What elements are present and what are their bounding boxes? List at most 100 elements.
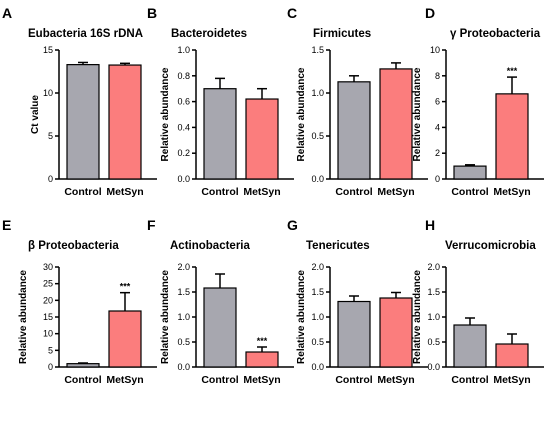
x-tick-label: Control [451, 186, 488, 198]
panel-letter: A [2, 5, 12, 21]
significance-label: *** [507, 66, 518, 76]
chart-panel-b: B Bacteroidetes Relative abundance 0.0 0.2 0.… [147, 5, 294, 198]
y-axis-label: Relative abundance [412, 270, 423, 364]
x-tick-label: MetSyn [243, 374, 280, 386]
x-tick-label: Control [335, 186, 372, 198]
y-tick-label: 1.0 [177, 312, 190, 322]
panel-letter: E [2, 217, 11, 233]
x-tick-label: MetSyn [493, 186, 530, 198]
panel-letter: H [425, 217, 435, 233]
bar-metsyn [245, 351, 279, 368]
bar-control [337, 300, 371, 368]
y-tick-label: 1.0 [311, 312, 324, 322]
chart-panel-h: H Verrucomicrobia Relative abundance 0.0 0.5… [412, 217, 544, 386]
x-tick-label: Control [335, 374, 372, 386]
chart-panel-g: G Tenericutes Relative abundance 0.0 0.5 1.0 1… [287, 217, 428, 386]
panel-title: Firmicutes [313, 28, 371, 40]
panel-letter: F [147, 217, 156, 233]
bar-metsyn [379, 297, 413, 368]
y-tick-label: 0.5 [311, 337, 324, 347]
panel-title: Eubacteria 16S rDNA [28, 28, 143, 40]
bar-control [66, 363, 100, 368]
panel-letter: B [147, 5, 157, 21]
x-tick-label: Control [451, 374, 488, 386]
y-tick-label: 0.0 [311, 362, 324, 372]
y-tick-label: 1.5 [311, 287, 324, 297]
bar-metsyn [495, 343, 529, 368]
x-tick-label: Control [64, 374, 101, 386]
y-tick-label: 0.0 [177, 174, 190, 184]
bar-control [203, 88, 237, 180]
x-tick-label: MetSyn [106, 186, 143, 198]
y-tick-label: 0.5 [427, 337, 440, 347]
y-tick-label: 0.5 [177, 337, 190, 347]
y-tick-label: 0.2 [177, 148, 190, 158]
y-tick-label: 8 [435, 71, 440, 81]
y-tick-label: 2.0 [177, 262, 190, 272]
panel-title: β Proteobacteria [28, 240, 119, 252]
y-tick-label: 1.0 [177, 45, 190, 55]
significance-label: *** [257, 336, 268, 346]
y-tick-label: 6 [435, 97, 440, 107]
y-tick-label: 1.0 [427, 312, 440, 322]
y-tick-label: 1.0 [311, 88, 324, 98]
chart-panel-e: Eβ Proteobacteria Relative abundance 0 5 10 1… [2, 217, 157, 386]
y-tick-label: 10 [43, 88, 53, 98]
significance-label: *** [120, 282, 131, 292]
y-tick-label: 2 [435, 148, 440, 158]
panel-letter: D [425, 5, 435, 21]
bar-control [66, 64, 100, 180]
y-tick-label: 1.5 [177, 287, 190, 297]
y-tick-label: 2.0 [427, 262, 440, 272]
bar-metsyn [379, 68, 413, 180]
panel-letter: C [287, 5, 297, 21]
y-tick-label: 4 [435, 122, 440, 132]
x-tick-label: MetSyn [243, 186, 280, 198]
bar-control [453, 165, 487, 180]
y-tick-label: 0.0 [311, 174, 324, 184]
y-axis-label: Relative abundance [296, 270, 307, 364]
y-tick-label: 5 [48, 131, 53, 141]
y-tick-label: 10 [43, 329, 53, 339]
y-tick-label: 30 [43, 262, 53, 272]
y-tick-label: 15 [43, 312, 53, 322]
bar-metsyn [245, 98, 279, 180]
panel-title: γ Proteobacteria [450, 28, 541, 40]
x-tick-label: Control [201, 374, 238, 386]
x-tick-label: MetSyn [377, 374, 414, 386]
y-tick-label: 0.4 [177, 122, 190, 132]
y-tick-label: 0.8 [177, 71, 190, 81]
y-tick-label: 0.6 [177, 97, 190, 107]
chart-panel-c: C Firmicutes Relative abundance 0.0 0.5 1.0 1.… [287, 5, 428, 198]
chart-panel-a: A Eubacteria 16S rDNA Ct value 0 5 10 15 Contro… [2, 5, 157, 198]
bar-metsyn [108, 310, 142, 368]
y-tick-label: 0.0 [177, 362, 190, 372]
x-tick-label: MetSyn [106, 374, 143, 386]
y-axis-label: Relative abundance [160, 270, 171, 364]
y-tick-label: 0 [48, 362, 53, 372]
x-tick-label: Control [201, 186, 238, 198]
panel-letter: G [287, 217, 298, 233]
y-tick-label: 0 [435, 174, 440, 184]
y-tick-label: 25 [43, 279, 53, 289]
bar-control [453, 324, 487, 368]
y-axis-label: Relative abundance [160, 67, 171, 161]
bar-control [203, 287, 237, 368]
chart-panel-f: F Actinobacteria Relative abundance 0.0 0.5 1… [147, 217, 294, 386]
x-tick-label: MetSyn [377, 186, 414, 198]
y-axis-label: Ct value [30, 95, 41, 134]
y-tick-label: 0.0 [427, 362, 440, 372]
y-tick-label: 0 [48, 174, 53, 184]
bar-metsyn [495, 93, 529, 180]
x-tick-label: Control [64, 186, 101, 198]
panel-title: Bacteroidetes [171, 28, 247, 40]
panel-title: Tenericutes [306, 240, 370, 252]
y-tick-label: 15 [43, 45, 53, 55]
panel-title: Actinobacteria [170, 240, 250, 252]
y-axis-label: Relative abundance [18, 270, 29, 364]
bar-control [337, 81, 371, 180]
y-tick-label: 1.5 [427, 287, 440, 297]
y-tick-label: 10 [430, 45, 440, 55]
